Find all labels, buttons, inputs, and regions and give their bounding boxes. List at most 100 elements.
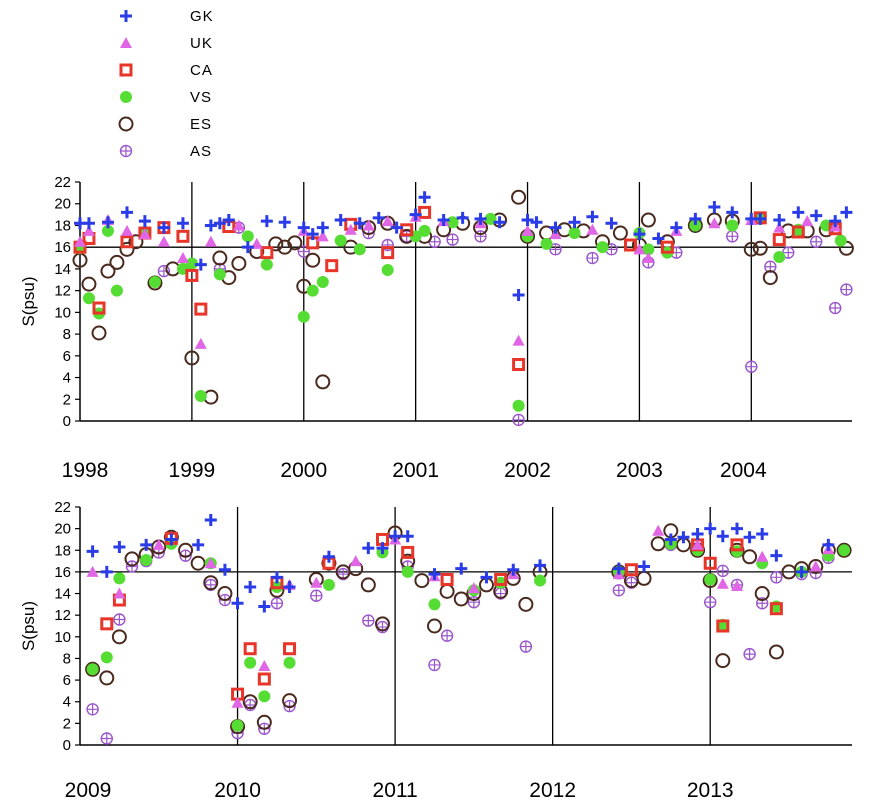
point-gk <box>633 228 646 241</box>
legend-marker-uk <box>120 37 132 48</box>
point-gk <box>120 206 133 219</box>
point-vs <box>418 224 431 237</box>
point-as <box>586 251 599 265</box>
point-gk <box>138 215 151 228</box>
point-gk <box>493 216 506 229</box>
point-gk <box>756 528 769 541</box>
point-gk <box>140 538 153 551</box>
point-ca <box>623 238 637 252</box>
point-vs <box>534 574 547 587</box>
point-ca <box>120 235 134 249</box>
point-ca <box>243 642 257 656</box>
point-vs <box>596 241 609 254</box>
point-uk <box>512 334 525 346</box>
point-vs <box>834 234 847 247</box>
point-ca <box>440 572 454 586</box>
point-vs <box>297 310 310 323</box>
y-tick-label: 22 <box>54 174 71 191</box>
point-ca <box>176 229 190 243</box>
series-gk <box>74 191 853 301</box>
point-gk <box>507 563 520 576</box>
point-as <box>440 629 454 642</box>
point-es <box>91 325 107 341</box>
point-es <box>124 551 140 567</box>
point-vs <box>148 275 161 288</box>
point-gk <box>270 571 283 584</box>
point-es <box>650 536 666 552</box>
point-es <box>518 596 534 612</box>
point-gk <box>176 217 189 230</box>
point-vs <box>689 219 702 232</box>
point-vs <box>110 284 123 297</box>
point-uk <box>138 228 151 240</box>
point-gk <box>670 221 683 234</box>
point-gk <box>362 542 375 555</box>
point-gk <box>157 221 170 234</box>
legend-marker-as <box>119 144 133 158</box>
point-gk <box>260 215 273 228</box>
point-gk <box>306 228 319 241</box>
point-es <box>282 693 298 709</box>
point-as <box>512 413 525 427</box>
y-tick-label: 2 <box>63 391 71 408</box>
series-vs <box>74 212 847 412</box>
point-uk <box>176 252 189 264</box>
point-vs <box>101 224 114 237</box>
point-gk <box>258 600 271 613</box>
point-gk <box>231 597 244 610</box>
point-gk <box>586 210 599 223</box>
point-gk <box>689 212 702 225</box>
point-uk <box>381 215 394 227</box>
point-vs <box>838 544 851 557</box>
point-vs <box>82 292 95 305</box>
point-es <box>742 549 758 565</box>
point-gk <box>241 241 254 254</box>
point-vs <box>231 719 244 732</box>
point-es <box>808 559 824 574</box>
panel-2009-2013: 0 2 4 6 8 10 12 14 16 18 20 22 S(psu) 2009 2010 2011 201… <box>19 499 852 802</box>
point-es <box>231 255 247 271</box>
point-ca <box>401 545 415 559</box>
point-uk <box>204 557 217 569</box>
point-es <box>184 350 200 366</box>
point-uk <box>231 696 244 708</box>
point-es <box>287 235 303 251</box>
point-gk <box>86 545 99 558</box>
point-uk <box>74 235 86 247</box>
point-es <box>109 254 125 270</box>
y-tick-label: 10 <box>54 629 71 646</box>
y-tick-label: 10 <box>54 304 71 321</box>
point-es <box>636 570 652 586</box>
y-tick-label: 16 <box>54 239 71 256</box>
point-gk <box>612 562 625 575</box>
x-tick-label-2003: 2003 <box>616 459 663 482</box>
point-gk <box>82 217 95 230</box>
legend-label-as: AS <box>190 143 212 160</box>
point-as <box>549 243 562 256</box>
point-es <box>453 591 469 607</box>
point-es <box>612 225 628 241</box>
point-gk <box>334 214 347 227</box>
point-as <box>612 584 626 597</box>
point-as <box>704 596 717 609</box>
point-gk <box>376 542 389 555</box>
point-as <box>310 589 323 602</box>
point-uk <box>113 587 126 599</box>
point-es <box>212 250 228 266</box>
point-es <box>511 189 527 205</box>
point-es <box>315 374 331 390</box>
point-vs <box>194 390 207 403</box>
point-es <box>743 241 759 257</box>
series-es <box>85 523 852 735</box>
point-gk <box>568 216 581 229</box>
point-as <box>745 360 758 373</box>
point-vs <box>113 572 126 585</box>
legend: GK UK CA VS ES AS <box>118 8 213 160</box>
point-gk <box>480 571 493 584</box>
point-es <box>111 629 127 645</box>
point-es <box>178 542 194 558</box>
y-tick-label: 8 <box>63 650 71 667</box>
legend-label-uk: UK <box>190 35 213 52</box>
point-vs <box>381 263 394 276</box>
